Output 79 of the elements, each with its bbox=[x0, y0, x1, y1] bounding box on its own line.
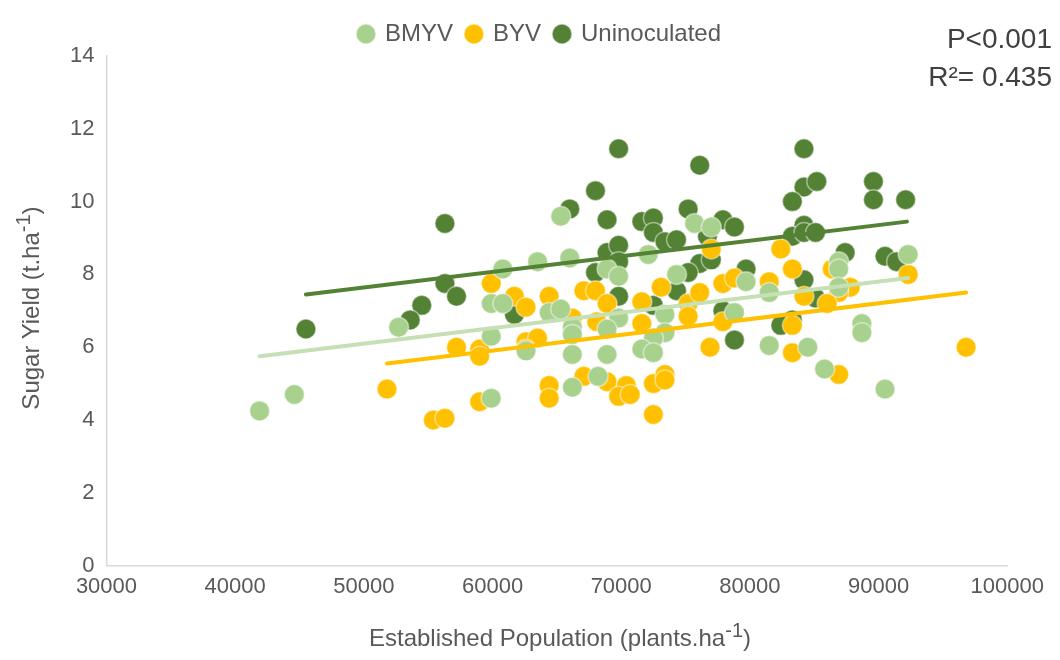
point bbox=[813, 358, 836, 380]
y-tick-label: 14 bbox=[69, 42, 95, 68]
point bbox=[700, 216, 723, 238]
point bbox=[387, 316, 410, 338]
point bbox=[793, 138, 815, 160]
point bbox=[492, 292, 514, 315]
point bbox=[295, 318, 317, 340]
x-tick-label: 100000 bbox=[970, 572, 1044, 598]
point bbox=[781, 190, 804, 213]
point bbox=[607, 138, 630, 160]
point bbox=[862, 189, 885, 211]
point bbox=[897, 243, 919, 266]
point bbox=[642, 403, 665, 426]
point bbox=[688, 154, 711, 176]
point bbox=[248, 400, 271, 422]
point bbox=[677, 305, 699, 328]
point bbox=[827, 258, 850, 280]
point bbox=[480, 272, 502, 295]
point bbox=[862, 170, 885, 193]
point bbox=[596, 292, 618, 315]
point bbox=[434, 212, 456, 235]
point bbox=[515, 296, 537, 318]
point bbox=[665, 229, 688, 251]
x-tick-label: 50000 bbox=[333, 572, 395, 598]
point bbox=[283, 383, 306, 406]
x-tick-label: 60000 bbox=[461, 572, 524, 598]
point bbox=[806, 170, 828, 193]
point bbox=[797, 336, 819, 358]
point bbox=[851, 321, 873, 344]
y-tick-label: 8 bbox=[82, 260, 95, 286]
y-tick-label: 4 bbox=[82, 406, 95, 432]
point bbox=[596, 209, 618, 231]
point bbox=[770, 238, 792, 260]
x-tick-label: 90000 bbox=[848, 572, 910, 598]
point bbox=[376, 378, 398, 400]
point bbox=[781, 314, 804, 337]
point bbox=[480, 387, 502, 409]
y-tick-label: 12 bbox=[69, 114, 95, 140]
point bbox=[584, 179, 607, 202]
point bbox=[561, 376, 584, 398]
y-tick-label: 2 bbox=[82, 478, 95, 504]
point bbox=[874, 378, 896, 400]
x-axis-title: Established Population (plants.ha$^{-1}$) bbox=[367, 619, 752, 652]
point bbox=[665, 263, 688, 286]
point bbox=[723, 216, 746, 238]
point bbox=[445, 285, 468, 307]
x-tick-label: 70000 bbox=[590, 572, 652, 598]
point bbox=[587, 365, 609, 388]
point bbox=[688, 281, 711, 304]
point bbox=[723, 329, 746, 351]
annotation: R²= 0.435 bbox=[928, 60, 1052, 94]
point bbox=[642, 341, 665, 364]
point bbox=[955, 336, 977, 358]
point bbox=[596, 343, 618, 366]
point bbox=[584, 280, 607, 302]
point bbox=[781, 258, 804, 280]
point bbox=[650, 276, 672, 298]
legend-label: BYV bbox=[492, 18, 541, 46]
point bbox=[538, 387, 560, 409]
point bbox=[654, 369, 676, 391]
point bbox=[549, 298, 572, 320]
y-tick-label: 10 bbox=[69, 187, 95, 213]
point bbox=[411, 294, 433, 317]
point bbox=[894, 189, 917, 211]
point bbox=[683, 212, 706, 235]
point bbox=[561, 343, 584, 366]
x-tick-label: 40000 bbox=[204, 572, 266, 598]
legend-label: BMYV bbox=[384, 18, 453, 46]
point bbox=[699, 336, 721, 358]
point bbox=[549, 205, 572, 227]
point bbox=[758, 334, 780, 357]
point bbox=[434, 407, 456, 429]
point bbox=[619, 383, 641, 406]
legend-label: Uninoculated bbox=[580, 18, 722, 46]
y-tick-label: 6 bbox=[82, 333, 95, 359]
point bbox=[735, 270, 757, 293]
point bbox=[607, 265, 630, 287]
text: P<0.001 bbox=[945, 22, 1052, 56]
x-tick-label: 80000 bbox=[719, 572, 781, 598]
